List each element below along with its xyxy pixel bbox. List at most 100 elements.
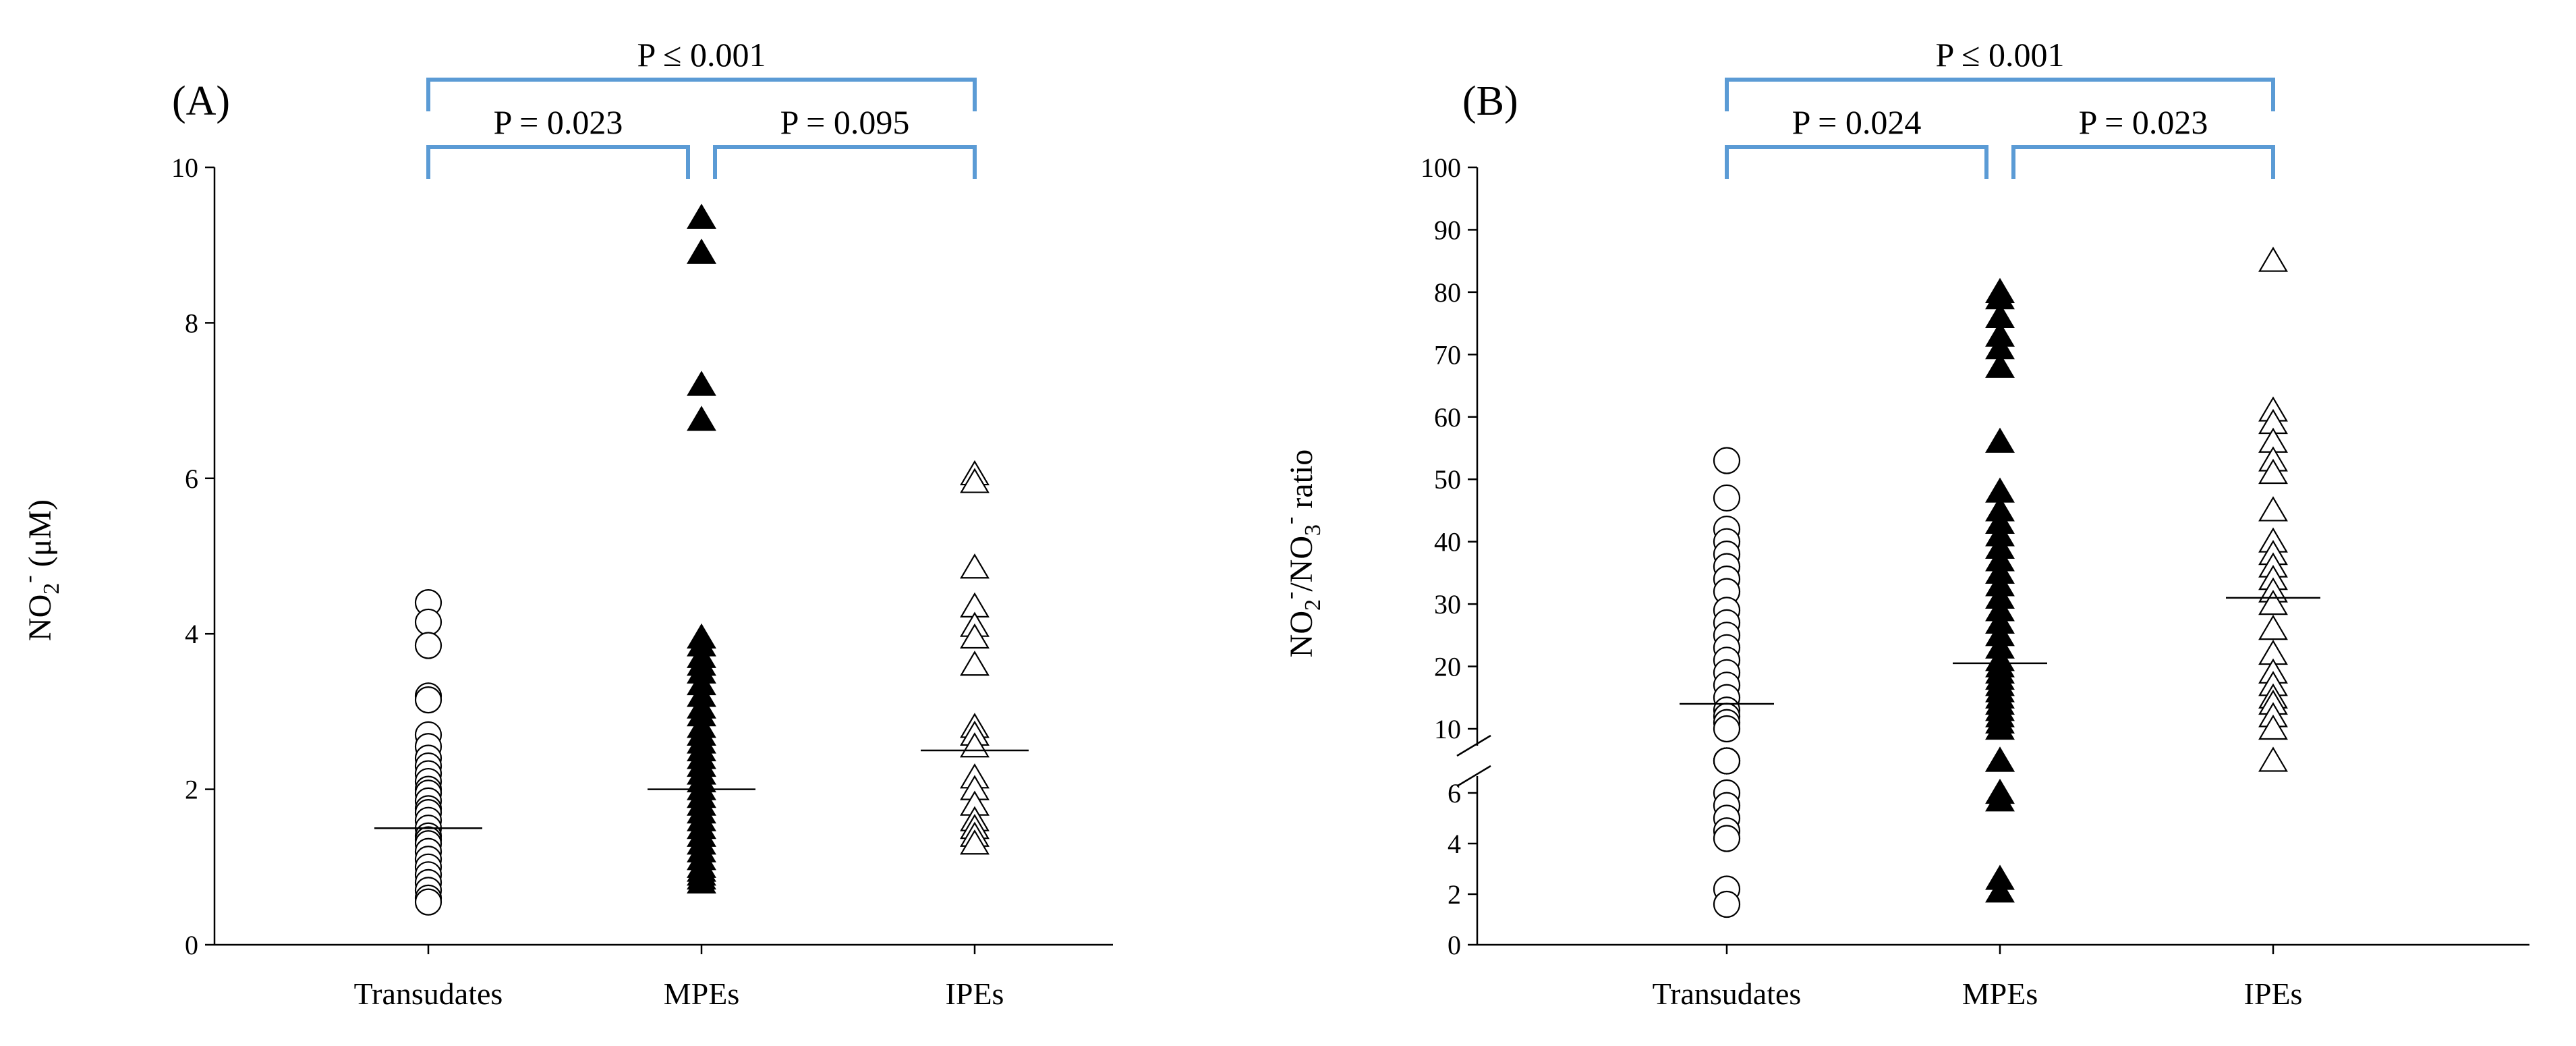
y-tick-label-b: 50 — [1434, 464, 1461, 495]
y-tick-label-a: 8 — [185, 308, 198, 338]
mpes-point — [687, 203, 716, 229]
x-categories-b: Transudates MPEs IPEs — [1477, 943, 2529, 1011]
ipes-point — [960, 623, 990, 649]
y-tick-label-a: 4 — [185, 619, 198, 649]
mpes-point — [1985, 427, 2015, 453]
y-tick-label-b: 60 — [1434, 402, 1461, 433]
p-value-label-a: P ≤ 0.001 — [637, 36, 766, 74]
y-ticks-b: 10 20 30 40 50 60 70 80 90 100 0 2 4 6 — [1421, 153, 1491, 960]
axis-break-mark-lower — [1456, 765, 1491, 788]
comparison-bracket-b — [2011, 145, 2275, 179]
mpes-point — [1985, 352, 2015, 378]
svg-text:NO2-/NO3- ratio: NO2-/NO3- ratio — [1278, 449, 1325, 658]
ylab-a-sup: - — [16, 575, 41, 582]
y-tick-label-b: 10 — [1434, 714, 1461, 744]
comparison-bracket-b — [1725, 145, 1988, 179]
ipes-point — [960, 651, 990, 676]
comparison-bracket-a — [713, 145, 977, 179]
ylab-a-sub: 2 — [39, 583, 64, 595]
transudates-point — [1713, 484, 1741, 512]
svg-text:NO2- (μM): NO2- (μM) — [16, 499, 64, 641]
ipes-point — [2258, 714, 2288, 740]
y-tick-label-b: 80 — [1434, 277, 1461, 308]
y-tick-label-b: 100 — [1421, 153, 1461, 183]
y-tick-label-b: 20 — [1434, 652, 1461, 682]
medians-a — [374, 749, 1029, 829]
y-tick-label-b: 40 — [1434, 527, 1461, 557]
ipes-point — [2258, 589, 2288, 615]
ipes-point — [960, 468, 990, 493]
x-category-label-a: Transudates — [354, 976, 503, 1011]
x-category-label-b: Transudates — [1653, 976, 1802, 1011]
ipes-point — [960, 553, 990, 579]
mpes-point — [1985, 877, 2015, 903]
mpes-point — [1985, 786, 2015, 812]
ylab-b-mid: /NO — [1284, 536, 1319, 592]
y-tick-label-a: 2 — [185, 775, 198, 805]
y-tick-label-b: 70 — [1434, 339, 1461, 370]
y-tick-label-a: 0 — [185, 930, 198, 960]
ipes-point — [2258, 496, 2288, 522]
y-tick-label-b: 2 — [1448, 879, 1461, 910]
x-category-label-b: IPEs — [2244, 976, 2303, 1011]
p-value-label-b: P = 0.023 — [2079, 103, 2208, 141]
y-tick-label-b: 30 — [1434, 589, 1461, 620]
y-tick-label-a: 10 — [171, 153, 198, 183]
panel-label-b: (B) — [1462, 78, 1518, 124]
mpes-point — [687, 868, 716, 893]
mpes-point — [687, 370, 716, 396]
mpes-point — [1985, 746, 2015, 772]
y-tick-label-b: 6 — [1448, 778, 1461, 808]
p-value-label-a: P = 0.023 — [494, 103, 623, 141]
comparison-bracket-a — [426, 145, 690, 179]
transudates-point — [414, 686, 442, 714]
mpes-point — [687, 406, 716, 431]
comparison-brackets-b: P ≤ 0.001 P = 0.024 P = 0.023 — [1725, 36, 2275, 179]
transudates-point — [1713, 715, 1741, 743]
x-category-label-b: MPEs — [1962, 976, 2038, 1011]
x-category-label-a: MPEs — [664, 976, 739, 1011]
p-value-label-b: P = 0.024 — [1792, 103, 1922, 141]
data-points-b — [1713, 246, 2288, 918]
transudates-point — [414, 632, 442, 659]
ylab-a-rest: (μM) — [22, 499, 58, 575]
comparison-bracket-a — [426, 78, 977, 111]
y-axis-title-b: NO2-/NO3- ratio — [1278, 449, 1325, 658]
transudates-point — [1713, 447, 1741, 474]
ylab-b-main: NO — [1284, 611, 1319, 657]
axis-break-mark-upper — [1456, 734, 1491, 757]
mpes-point — [687, 238, 716, 264]
medians-b — [1680, 597, 2320, 705]
panel-label-a: (A) — [172, 78, 230, 124]
ylab-a-main: NO — [22, 595, 58, 641]
ipes-point — [2258, 458, 2288, 485]
ylab-b-rest: ratio — [1284, 449, 1319, 517]
y-axis-title-a: NO2- (μM) — [16, 499, 64, 641]
ylab-b-sub: 2 — [1300, 599, 1325, 611]
y-tick-label-b: 0 — [1448, 930, 1461, 960]
transudates-point — [414, 608, 442, 636]
comparison-brackets-a: P ≤ 0.001 P = 0.023 P = 0.095 — [426, 36, 977, 179]
ipes-point — [960, 829, 990, 855]
x-categories-a: Transudates MPEs IPEs — [214, 943, 1113, 1011]
mpes-point — [1985, 714, 2015, 740]
transudates-point — [1713, 747, 1741, 775]
transudates-point — [1713, 825, 1741, 852]
ylab-b-sub2: 3 — [1300, 524, 1325, 536]
data-points-a — [414, 203, 990, 916]
ylab-b-sup: - — [1278, 592, 1303, 599]
y-tick-label-a: 6 — [185, 464, 198, 494]
comparison-bracket-b — [1725, 78, 2275, 111]
y-tick-label-b: 4 — [1448, 829, 1461, 859]
transudates-point — [1713, 890, 1741, 918]
panel-b: (B) NO2-/NO3- ratio 10203040506070809010… — [1278, 36, 2529, 1011]
p-value-label-b: P ≤ 0.001 — [1936, 36, 2065, 74]
ylab-b-sup2: - — [1278, 517, 1303, 524]
ipes-point — [2258, 246, 2288, 272]
y-ticks-a: 0 2 4 6 8 10 — [171, 153, 216, 960]
ipes-point — [2258, 746, 2288, 772]
ipes-point — [2258, 614, 2288, 640]
p-value-label-a: P = 0.095 — [780, 103, 910, 141]
